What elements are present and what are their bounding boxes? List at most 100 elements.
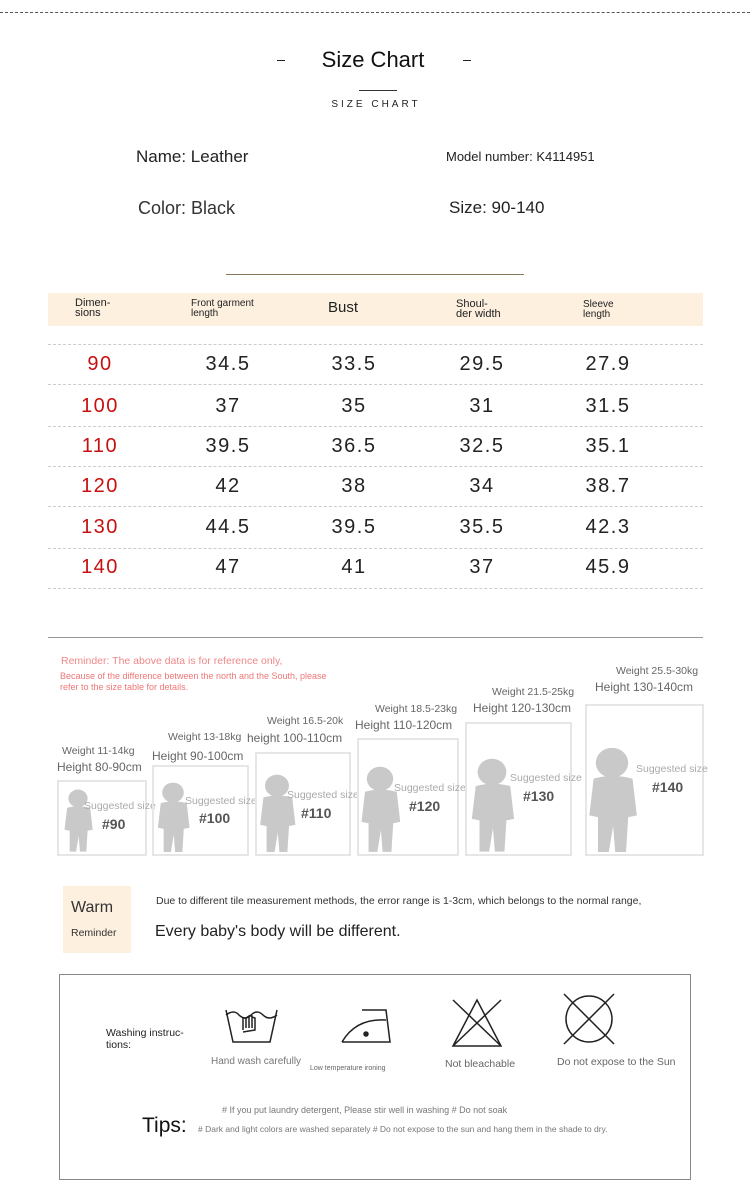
suggested-label: Suggested size: [394, 782, 466, 794]
table-cell: 47: [215, 556, 241, 578]
table-cell: 110: [81, 435, 119, 457]
table-cell: 31: [469, 395, 495, 417]
height-label: Height 80-90cm: [57, 760, 142, 774]
height-label: Height 120-130cm: [473, 701, 572, 715]
table-cell: 41: [341, 556, 367, 578]
table-cell: 100: [81, 395, 119, 417]
suggested-label: Suggested size: [636, 763, 708, 775]
child-silhouette: [257, 774, 297, 852]
row-divider: [48, 384, 703, 385]
weight-label: Weight 11-14kg: [62, 745, 135, 757]
care-item: Do not expose to the Sun: [557, 1056, 676, 1068]
table-cell: 37: [469, 556, 495, 578]
table-cell: 35.1: [585, 435, 631, 457]
care-item: Low temperature ironing: [310, 1065, 386, 1072]
size-box: [465, 722, 572, 856]
table-cell: 38.7: [585, 475, 631, 497]
table-cell: 140: [81, 556, 119, 578]
silhouette-shape: [471, 759, 515, 852]
weight-label: Weight 21.5-25kg: [492, 686, 575, 698]
height-label: height 100-110cm: [247, 731, 343, 745]
table-cell: 32.5: [459, 435, 505, 457]
iron-icon: [341, 1009, 391, 1043]
care-item: Hand wash carefully: [211, 1056, 302, 1067]
child-silhouette: [468, 758, 516, 852]
reminder-text: Because of the difference between the no…: [60, 671, 327, 692]
table-cell: 36.5: [331, 435, 377, 457]
care-box: [59, 974, 691, 1180]
table-cell: 44.5: [205, 516, 251, 538]
table-cell: 35: [341, 395, 367, 417]
column-header: Front garment length: [191, 298, 254, 319]
table-cell: 29.5: [459, 353, 505, 375]
rule: [226, 274, 524, 275]
silhouette-shape: [260, 774, 296, 852]
size-box: [357, 738, 459, 856]
column-header: Dimen- sions: [75, 297, 111, 319]
silhouette-shape: [64, 789, 93, 852]
hand: [242, 1014, 256, 1033]
silhouette-shape: [157, 782, 190, 852]
size-label: #120: [409, 798, 441, 814]
size-label: #100: [199, 810, 231, 826]
table-cell: 31.5: [585, 395, 631, 417]
reminder-title: Reminder: The above data is for referenc…: [61, 655, 283, 667]
size-label: #110: [301, 805, 332, 821]
child-silhouette: [155, 782, 191, 852]
product-color: Color: Black: [138, 198, 236, 218]
suggested-label: Suggested size: [510, 772, 582, 784]
sun-icon: [565, 995, 613, 1043]
row-divider: [48, 548, 703, 549]
table-cell: 42.3: [585, 516, 631, 538]
suggested-label: Suggested size: [84, 800, 156, 812]
tips-line: # Dark and light colors are washed separ…: [198, 1124, 608, 1134]
weight-label: Weight 18.5-23kg: [375, 703, 458, 715]
table-cell: 34: [469, 475, 495, 497]
tips-label: Tips:: [142, 1114, 187, 1137]
table-cell: 45.9: [585, 556, 631, 578]
table-cell: 120: [81, 475, 119, 497]
height-label: Height 90-100cm: [152, 749, 244, 763]
size-box: [255, 752, 351, 856]
height-label: Height 130-140cm: [595, 680, 694, 694]
size-label: #140: [652, 779, 684, 795]
table-cell: 90: [87, 353, 113, 375]
rule: [359, 90, 397, 91]
table-cell: 35.5: [459, 516, 505, 538]
table-cell: 38: [341, 475, 367, 497]
dash: [277, 60, 285, 61]
table-cell: 39.5: [331, 516, 377, 538]
child-silhouette: [62, 789, 94, 852]
column-header: Shoul- der width: [456, 298, 501, 320]
table-cell: 33.5: [331, 353, 377, 375]
product-size: Size: 90-140: [449, 198, 545, 217]
weight-label: Weight 25.5-30kg: [616, 665, 699, 677]
weight-label: Weight 16.5-20k: [267, 715, 344, 727]
table-cell: 130: [81, 516, 119, 538]
suggested-label: Suggested size: [185, 795, 257, 807]
table-cell: 37: [215, 395, 241, 417]
row-divider: [48, 344, 703, 345]
size-box: [57, 780, 147, 856]
product-model: Model number: K4114951: [446, 149, 595, 164]
column-header: Sleeve length: [583, 299, 614, 320]
row-divider: [48, 466, 703, 467]
warm-box: [63, 886, 131, 953]
row-divider: [48, 426, 703, 427]
warm-note: Due to different tile measurement method…: [156, 895, 642, 907]
table-cell: 34.5: [205, 353, 251, 375]
table-header: [48, 293, 703, 326]
size-label: #90: [102, 816, 126, 832]
suggested-label: Suggested size: [287, 789, 359, 801]
table-cell: 39.5: [205, 435, 251, 457]
silhouette-shape: [589, 747, 637, 852]
subtitle: SIZE CHART: [331, 99, 421, 110]
warm-main: Every baby's body will be different.: [155, 923, 401, 940]
row-divider: [48, 588, 703, 589]
column-header: Bust: [328, 299, 359, 316]
silhouette-shape: [361, 766, 401, 852]
row-divider: [48, 506, 703, 507]
product-name: Name: Leather: [136, 147, 249, 166]
